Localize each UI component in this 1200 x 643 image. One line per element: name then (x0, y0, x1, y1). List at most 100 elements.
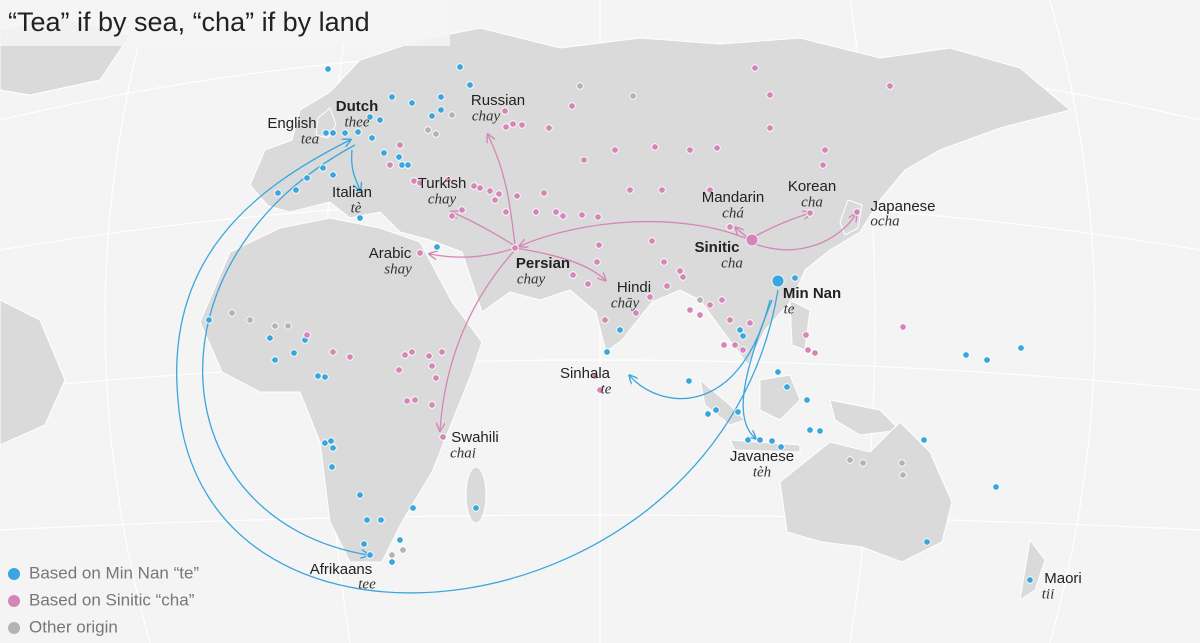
language-name: Russian (471, 92, 525, 109)
language-dot (846, 456, 854, 464)
routes (176, 135, 856, 594)
language-dot (368, 134, 376, 142)
language-dot (584, 280, 592, 288)
language-dot (377, 516, 385, 524)
language-dot (819, 161, 827, 169)
language-dot (271, 322, 279, 330)
language-dot (322, 129, 330, 137)
language-dot (246, 316, 254, 324)
language-dot (591, 372, 599, 380)
language-dot (509, 120, 517, 128)
language-dot (290, 349, 298, 357)
language-dot (388, 551, 396, 559)
language-dot (416, 249, 424, 257)
language-dot (706, 301, 714, 309)
language-dot (502, 208, 510, 216)
language-dot (718, 296, 726, 304)
language-dot (388, 558, 396, 566)
language-dot (228, 309, 236, 317)
language-dot (416, 179, 424, 187)
language-dot (303, 331, 311, 339)
language-dot (266, 334, 274, 342)
language-dot (704, 410, 712, 418)
legend-swatch (8, 568, 20, 580)
language-dot (444, 176, 452, 184)
language-dot (726, 316, 734, 324)
language-dot (603, 348, 611, 356)
tea-word: chay (517, 271, 546, 287)
language-dot (545, 124, 553, 132)
language-dot (284, 322, 292, 330)
tea-word: tee (358, 576, 376, 592)
language-dot (803, 396, 811, 404)
language-dot (774, 368, 782, 376)
language-dot (205, 316, 213, 324)
language-dot (329, 348, 337, 356)
language-dot (292, 186, 300, 194)
language-dot (408, 99, 416, 107)
language-dot (731, 341, 739, 349)
language-dot (329, 129, 337, 137)
language-dot (386, 161, 394, 169)
language-dot (791, 274, 799, 282)
tea-word: cha (721, 255, 743, 271)
language-dot (486, 187, 494, 195)
title-backdrop (0, 0, 450, 46)
language-dot (679, 273, 687, 281)
language-dot (658, 186, 666, 194)
language-dot (751, 64, 759, 72)
language-dot (712, 406, 720, 414)
language-dot (768, 437, 776, 445)
language-dot (746, 319, 754, 327)
language-dot (395, 153, 403, 161)
language-dot (594, 213, 602, 221)
language-dot (303, 174, 311, 182)
tea-word: tii (1042, 586, 1055, 602)
language-dot (552, 208, 560, 216)
language-dot (816, 427, 824, 435)
language-dot (428, 112, 436, 120)
language-dot (923, 538, 931, 546)
language-dot (356, 214, 364, 222)
language-name: Maori (1044, 570, 1082, 587)
language-dot (401, 351, 409, 359)
language-dot (403, 397, 411, 405)
language-dot (327, 437, 335, 445)
language-dot (466, 81, 474, 89)
language-dot (696, 311, 704, 319)
language-name: Javanese (730, 448, 794, 465)
tea-word: tea (301, 131, 319, 147)
language-dot (395, 366, 403, 374)
language-dot (433, 243, 441, 251)
legend: Based on Min Nan “te” Based on Sinitic “c… (8, 563, 199, 636)
language-dot (646, 293, 654, 301)
language-dot (428, 401, 436, 409)
language-dot (399, 546, 407, 554)
language-dot (568, 102, 576, 110)
tea-word: te (601, 381, 612, 397)
language-dot (821, 146, 829, 154)
dots (205, 63, 1034, 584)
language-dot (456, 63, 464, 71)
language-dot (576, 82, 584, 90)
language-name: Sinitic (694, 239, 739, 256)
language-dot (806, 426, 814, 434)
language-dot (324, 65, 332, 73)
language-name: Japanese (870, 198, 935, 215)
language-name: Sinhala (560, 365, 611, 382)
language-dot (502, 123, 510, 131)
land (0, 17, 1072, 602)
language-name: Min Nan (783, 285, 841, 302)
legend-label: Based on Min Nan “te” (29, 563, 199, 582)
language-name: Dutch (336, 98, 379, 115)
language-dot (811, 349, 819, 357)
language-dot (321, 373, 329, 381)
language-dot (432, 130, 440, 138)
language-dot (328, 463, 336, 471)
tea-word: chāy (611, 295, 640, 311)
language-dot (458, 206, 466, 214)
tea-word: te (784, 301, 795, 317)
tea-word: tè (351, 200, 362, 216)
language-dot (363, 516, 371, 524)
